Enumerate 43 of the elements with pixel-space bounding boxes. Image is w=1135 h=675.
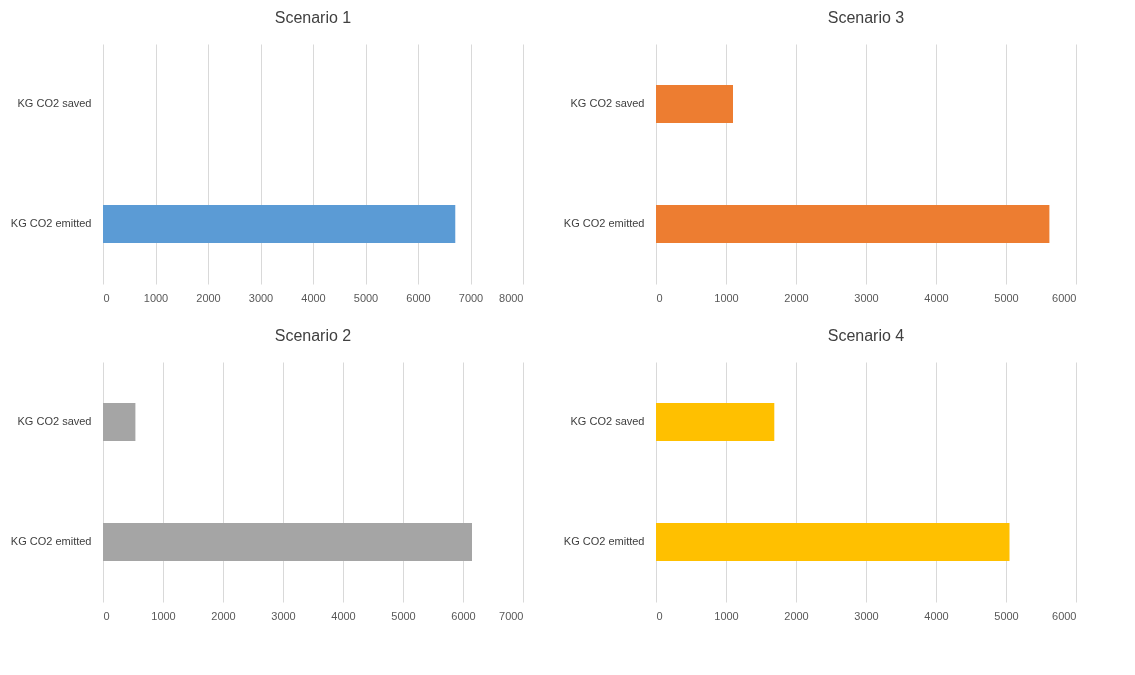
- x-tick-label: 5000: [353, 291, 379, 304]
- x-tick-label: 6000: [1052, 291, 1077, 304]
- x-tick-label: 1000: [151, 609, 176, 622]
- x-tick-label: 2000: [784, 609, 809, 622]
- x-tick-label: 5000: [994, 609, 1019, 622]
- x-tick-label: 3000: [271, 609, 296, 622]
- x-tick-label: 2000: [196, 291, 221, 304]
- chart-title: Scenario 1: [274, 9, 352, 26]
- x-tick-label: 5000: [994, 291, 1019, 304]
- x-tick-label: 4000: [924, 291, 949, 304]
- x-tick-label: 5000: [391, 609, 416, 622]
- x-tick-label: 4000: [924, 609, 949, 622]
- x-tick-label: 3000: [854, 609, 879, 622]
- x-tick-label: 7000: [499, 609, 524, 622]
- x-tick-label: 0: [656, 291, 663, 304]
- y-tick-label: KG CO2 saved: [570, 97, 645, 109]
- x-tick-label: 2000: [784, 291, 809, 304]
- x-tick-label: 0: [656, 609, 663, 622]
- x-tick-label: 8000: [499, 291, 524, 304]
- y-tick-label: KG CO2 saved: [17, 415, 92, 427]
- y-tick-label: KG CO2 saved: [17, 97, 92, 109]
- x-tick-label: 6000: [451, 609, 476, 622]
- y-tick-label: KG CO2 saved: [570, 415, 645, 427]
- x-tick-label: 0: [103, 609, 110, 622]
- x-tick-label: 7000: [458, 291, 484, 304]
- y-tick-label: KG CO2 emitted: [563, 535, 645, 547]
- x-tick-label: 3000: [248, 291, 274, 304]
- x-tick-label: 4000: [331, 609, 356, 622]
- x-tick-label: 1000: [714, 291, 739, 304]
- x-tick-label: 6000: [406, 291, 431, 304]
- y-tick-label: KG CO2 emitted: [563, 217, 645, 229]
- x-tick-label: 1000: [143, 291, 169, 304]
- x-tick-label: 1000: [714, 609, 739, 622]
- chart-title: Scenario 2: [274, 327, 352, 344]
- y-tick-label: KG CO2 emitted: [10, 217, 92, 229]
- x-tick-label: 6000: [1052, 609, 1077, 622]
- x-tick-label: 0: [103, 291, 110, 304]
- chart-title: Scenario 3: [827, 9, 905, 26]
- x-tick-label: 2000: [211, 609, 236, 622]
- y-tick-label: KG CO2 emitted: [10, 535, 92, 547]
- x-tick-label: 4000: [301, 291, 326, 304]
- chart-title: Scenario 4: [827, 327, 905, 344]
- x-tick-label: 3000: [854, 291, 879, 304]
